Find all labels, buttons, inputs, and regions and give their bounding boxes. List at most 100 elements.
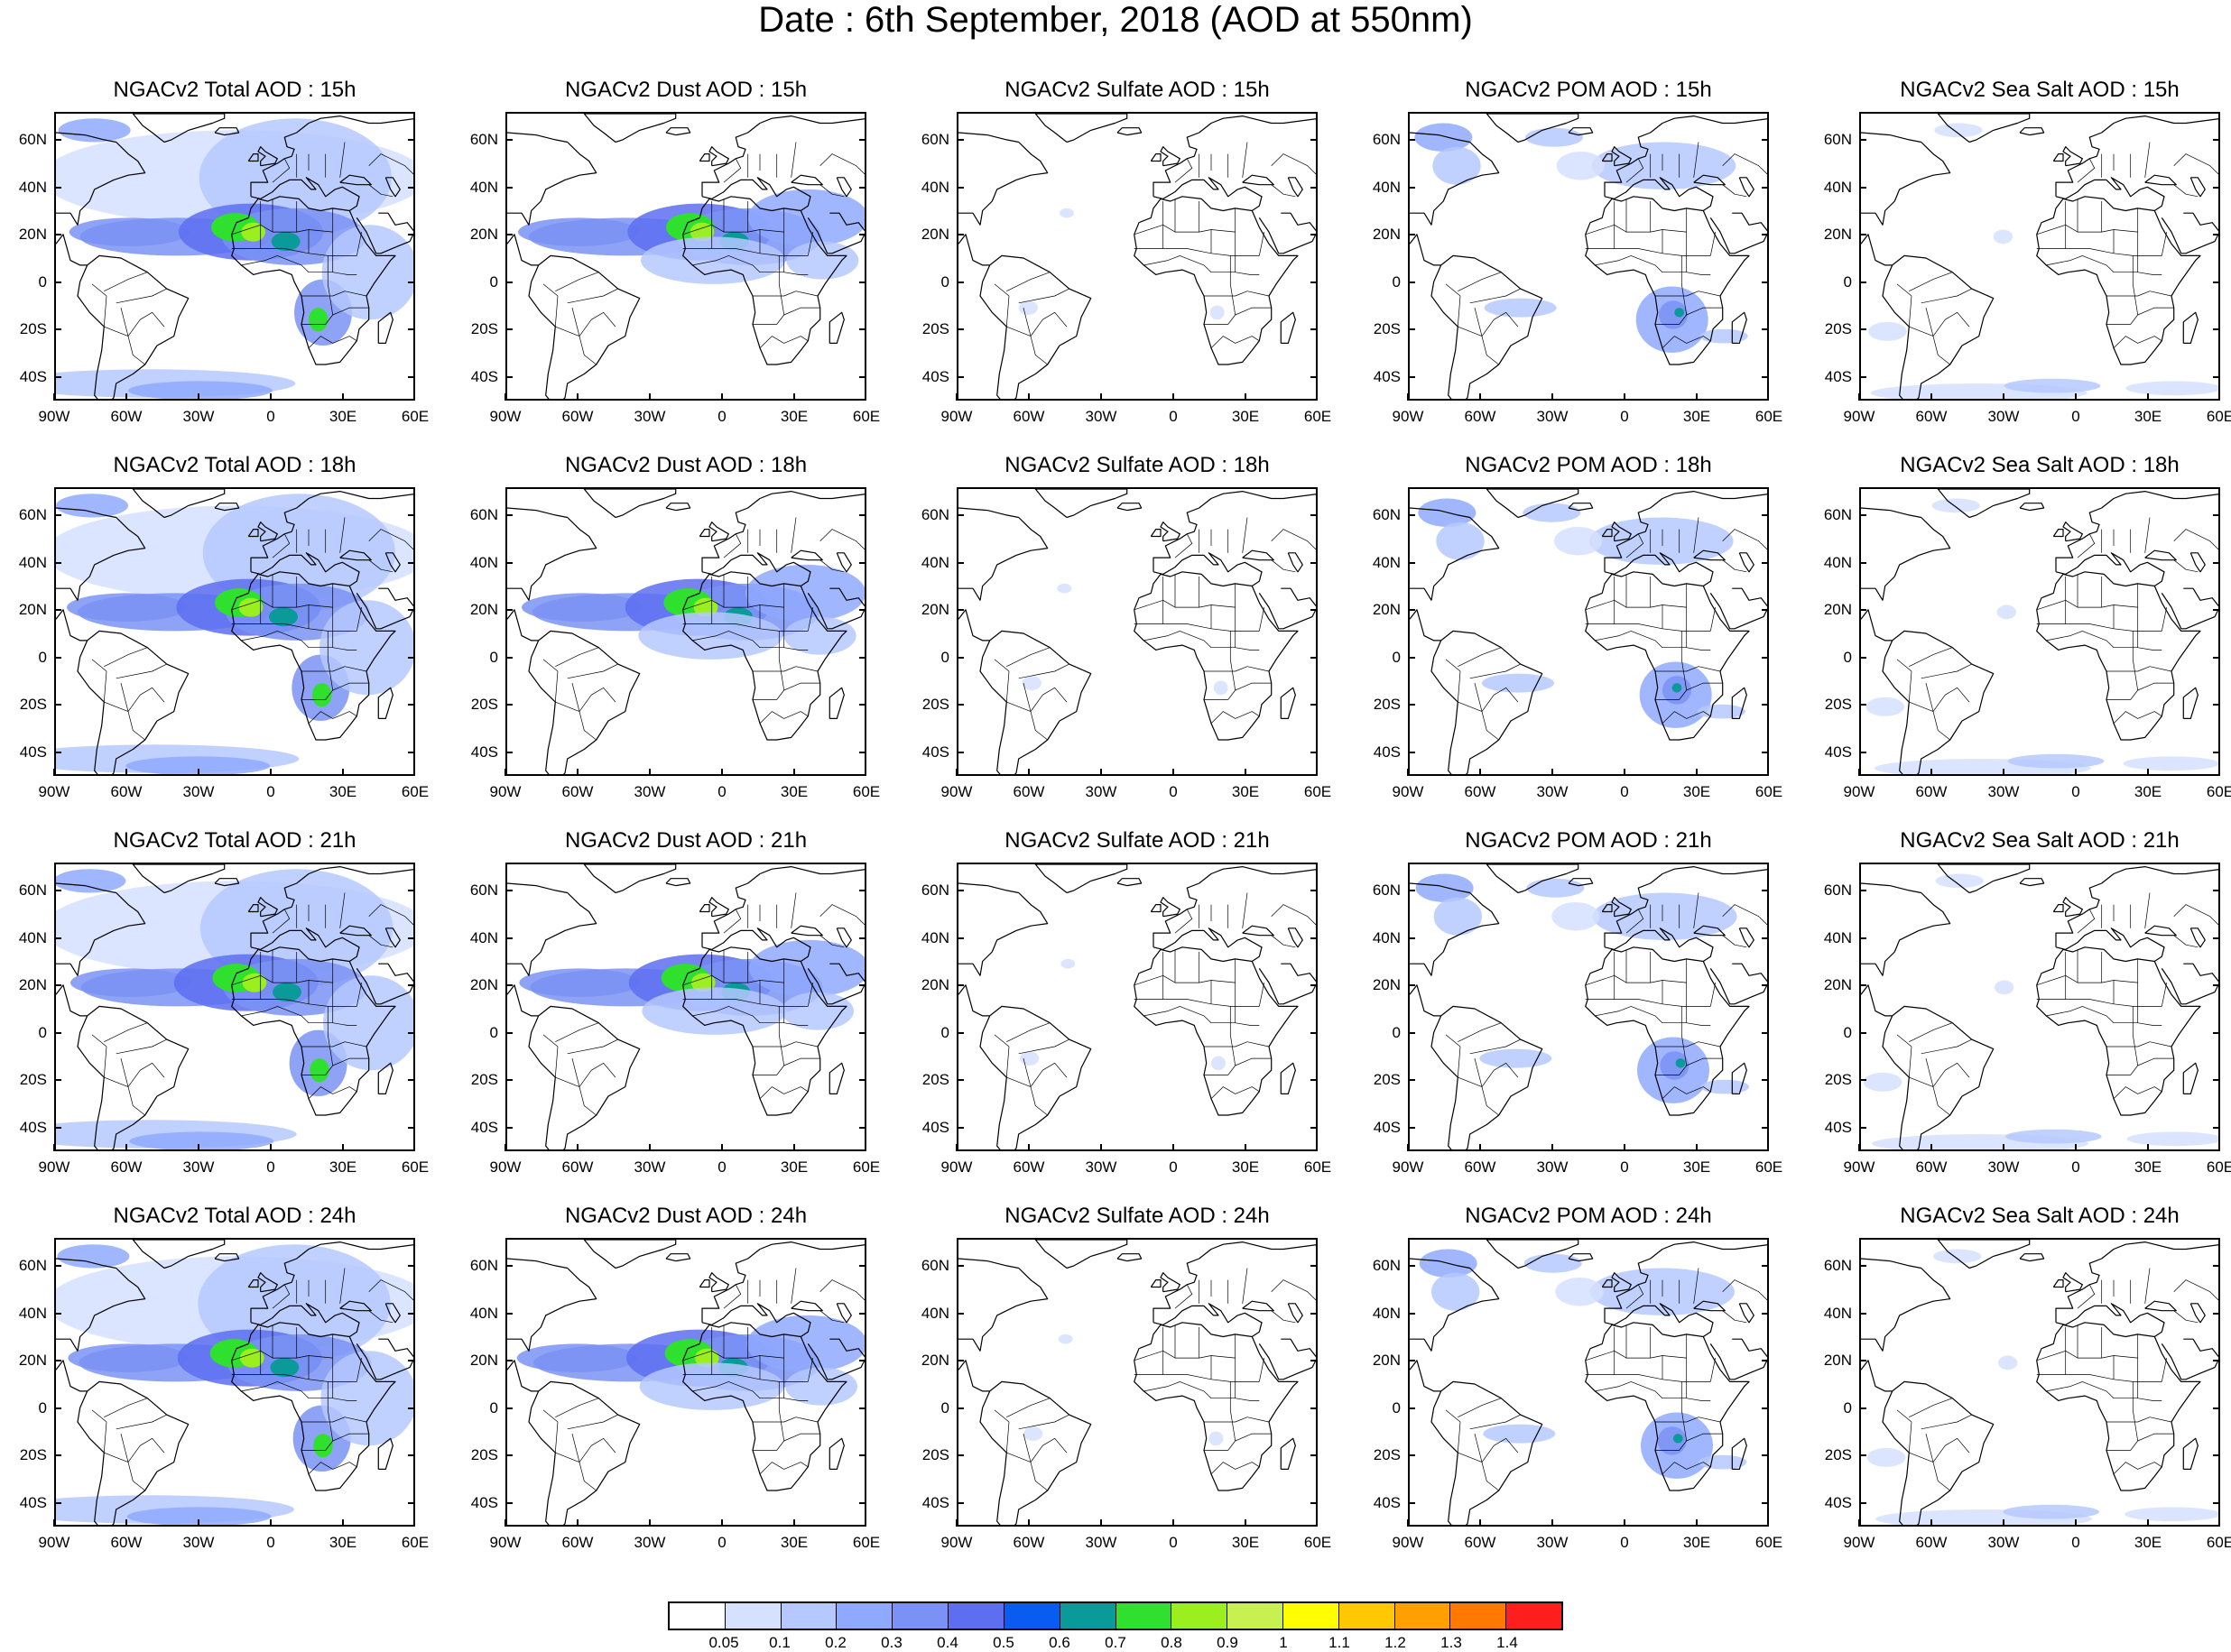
coastline bbox=[2052, 152, 2064, 162]
aod-contour bbox=[238, 597, 264, 617]
coastline bbox=[2182, 687, 2199, 719]
country-border bbox=[1143, 1381, 1260, 1401]
country-border bbox=[1481, 311, 1519, 337]
lat-tick bbox=[859, 375, 866, 378]
country-border bbox=[241, 255, 357, 275]
coastline bbox=[829, 1437, 845, 1470]
lat-label: 60N bbox=[469, 506, 498, 524]
lon-tick bbox=[1767, 1144, 1769, 1151]
aod-contour bbox=[1209, 305, 1225, 320]
coastline bbox=[1430, 254, 1543, 399]
lat-tick bbox=[1859, 656, 1866, 659]
coastline bbox=[1034, 114, 1128, 143]
lon-label: 60W bbox=[1915, 408, 1948, 425]
coastline bbox=[1937, 1240, 2031, 1269]
lon-tick bbox=[2075, 1519, 2077, 1527]
lat-tick bbox=[1310, 609, 1318, 612]
country-border bbox=[1909, 1452, 1950, 1491]
lat-label: 20S bbox=[1824, 696, 1852, 714]
lat-label: 40N bbox=[1823, 553, 1852, 571]
coastline bbox=[2052, 903, 2064, 913]
lon-tick bbox=[2218, 1144, 2220, 1151]
coastline bbox=[2052, 528, 2064, 538]
lon-tick bbox=[1930, 769, 1932, 776]
country-border bbox=[1006, 701, 1048, 741]
country-border bbox=[2036, 248, 2162, 256]
country-border bbox=[2046, 255, 2162, 275]
country-border bbox=[1134, 248, 1260, 256]
lon-tick bbox=[2147, 1144, 2149, 1151]
aod-contour bbox=[1657, 1426, 1687, 1455]
lat-tick bbox=[54, 751, 61, 753]
country-border bbox=[116, 663, 167, 679]
coastline bbox=[2055, 490, 2218, 572]
lat-label: 20S bbox=[1373, 1446, 1401, 1464]
lat-label: 0 bbox=[940, 1023, 949, 1041]
lat-tick bbox=[408, 375, 415, 378]
aod-map bbox=[958, 1240, 1316, 1525]
lon-label: 60E bbox=[852, 1158, 881, 1176]
country-border bbox=[753, 666, 819, 672]
country-border bbox=[1134, 1334, 1236, 1361]
country-border bbox=[1932, 311, 1970, 337]
lat-label: 20N bbox=[1372, 1352, 1401, 1370]
aod-map bbox=[1410, 489, 1767, 774]
coastline bbox=[699, 528, 710, 538]
lon-tick bbox=[53, 393, 55, 401]
lat-tick bbox=[859, 704, 866, 706]
lat-tick bbox=[408, 1454, 415, 1457]
panel-title: NGACv2 POM AOD : 18h bbox=[1465, 453, 1712, 477]
lat-tick bbox=[957, 1501, 964, 1504]
lon-label: 0 bbox=[1620, 1534, 1629, 1551]
lat-label: 60N bbox=[18, 131, 47, 149]
lon-tick bbox=[505, 1519, 506, 1527]
colorbar bbox=[668, 1601, 1563, 1630]
aod-contour bbox=[1526, 878, 1585, 898]
coastline bbox=[2055, 928, 2165, 963]
lon-tick bbox=[1767, 769, 1769, 776]
aod-contour bbox=[1554, 526, 1603, 556]
country-border bbox=[1458, 1022, 1502, 1043]
coastline bbox=[247, 152, 259, 162]
lat-tick bbox=[505, 937, 513, 939]
country-border bbox=[272, 533, 291, 558]
lon-label: 60W bbox=[1464, 783, 1496, 800]
country-border bbox=[1458, 1452, 1499, 1491]
coastline bbox=[699, 903, 710, 913]
country-border bbox=[1909, 647, 1953, 668]
lat-label: 20N bbox=[1372, 226, 1401, 244]
aod-contour bbox=[1673, 1434, 1683, 1444]
coastline bbox=[77, 1380, 190, 1525]
country-border bbox=[1625, 1284, 1644, 1309]
country-border bbox=[116, 1414, 167, 1430]
panel-title: NGACv2 Sea Salt AOD : 21h bbox=[1900, 828, 2180, 853]
lon-label: 60W bbox=[1915, 783, 1948, 800]
aod-contour bbox=[1674, 308, 1684, 318]
lon-tick bbox=[1172, 1519, 1174, 1527]
lon-tick bbox=[1624, 393, 1625, 401]
coastline bbox=[2055, 552, 2165, 587]
lat-label: 20N bbox=[18, 601, 47, 619]
country-border bbox=[567, 1038, 618, 1055]
lon-label: 0 bbox=[1620, 1158, 1629, 1176]
country-border bbox=[2046, 631, 2162, 651]
aod-contour bbox=[2126, 1131, 2218, 1147]
lon-label: 90W bbox=[38, 1534, 70, 1551]
coastline bbox=[1242, 549, 1274, 561]
lon-label: 60E bbox=[1303, 1534, 1332, 1551]
coastline bbox=[56, 1360, 88, 1392]
country-border bbox=[241, 631, 357, 651]
coastline bbox=[2189, 1303, 2206, 1324]
country-border bbox=[2036, 999, 2162, 1007]
coastline bbox=[701, 490, 865, 572]
lat-label: 60N bbox=[1372, 881, 1401, 900]
country-border bbox=[1143, 255, 1260, 275]
lon-tick bbox=[649, 769, 651, 776]
coastline bbox=[231, 946, 396, 1116]
coastline bbox=[1937, 489, 2031, 519]
lon-tick bbox=[270, 769, 272, 776]
lon-label: 90W bbox=[940, 1158, 973, 1176]
lat-tick bbox=[2213, 186, 2220, 189]
coastline bbox=[1601, 152, 1613, 162]
lon-tick bbox=[1172, 393, 1174, 401]
